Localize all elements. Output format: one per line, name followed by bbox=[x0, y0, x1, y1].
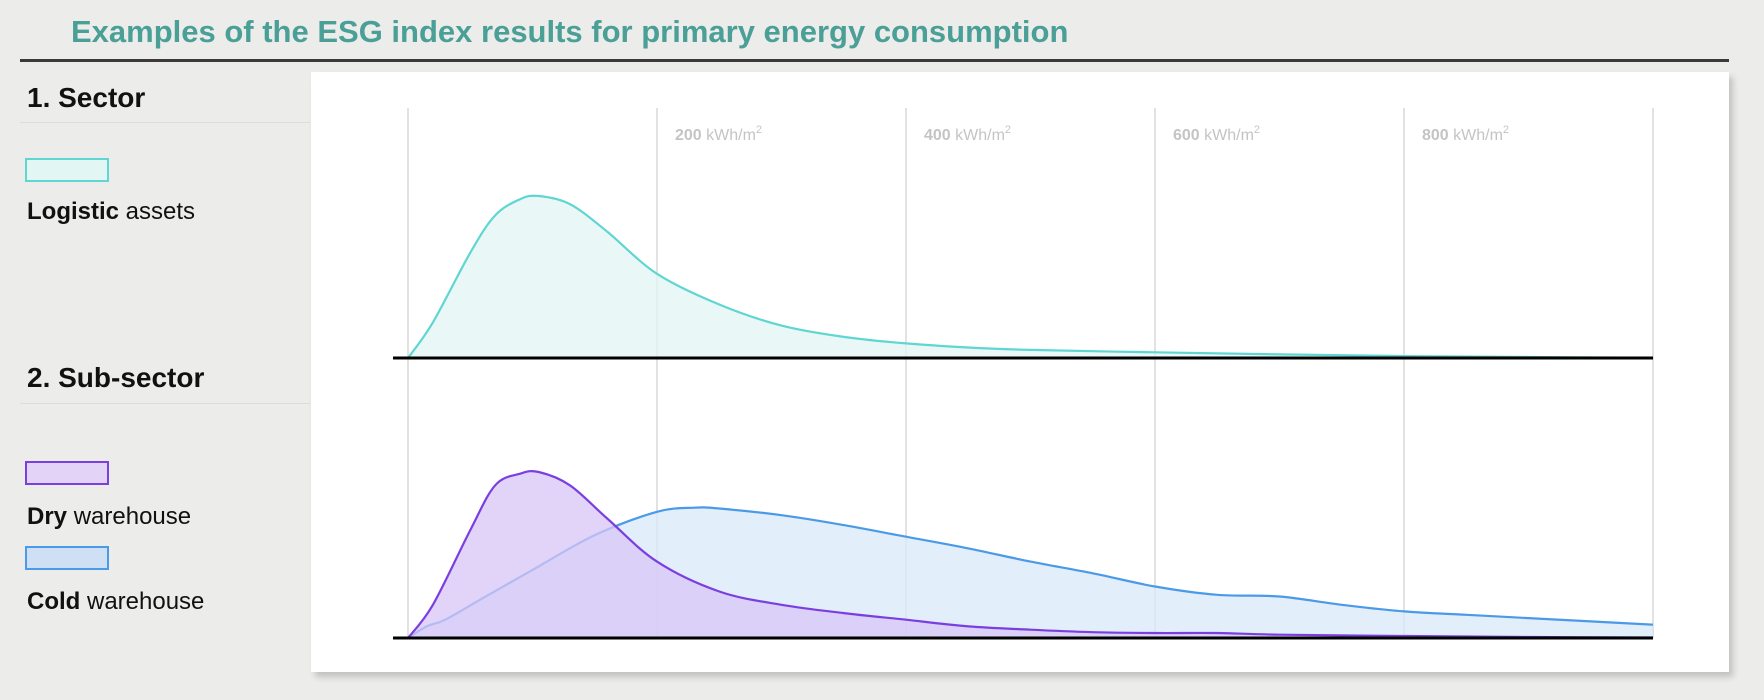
legend-swatch-logistic bbox=[25, 158, 109, 182]
title-divider bbox=[20, 59, 1729, 62]
page-title: Examples of the ESG index results for pr… bbox=[71, 14, 1069, 49]
legend-label-logistic: Logistic assets bbox=[27, 198, 195, 226]
legend-label-dry-warehouse: Dry warehouse bbox=[27, 503, 191, 531]
section-divider bbox=[20, 122, 310, 123]
section-divider bbox=[20, 403, 310, 404]
legend-swatch-dry-warehouse bbox=[25, 461, 109, 485]
legend-swatch-cold-warehouse bbox=[25, 546, 109, 570]
distribution-chart: 200 kWh/m2 400 kWh/m2 600 kWh/m2 800 kWh/m2 bbox=[393, 108, 1654, 640]
area-fill-dry-warehouse bbox=[408, 471, 1653, 638]
legend-label-rest: warehouse bbox=[67, 503, 192, 530]
series-line-logistic-assets bbox=[407, 194, 1654, 359]
x-tick-label: 600 kWh/m2 bbox=[1173, 124, 1260, 144]
x-tick-label: 400 kWh/m2 bbox=[924, 124, 1011, 144]
legend-label-bold: Cold bbox=[27, 588, 81, 615]
legend-label-rest: warehouse bbox=[80, 588, 205, 615]
chart-panel: 200 kWh/m2 400 kWh/m2 600 kWh/m2 800 kWh/m2 bbox=[311, 72, 1729, 672]
x-tick-label: 200 kWh/m2 bbox=[675, 124, 762, 144]
area-fill-logistic-assets bbox=[408, 195, 1653, 358]
legend-label-cold-warehouse: Cold warehouse bbox=[27, 588, 204, 616]
legend-label-rest: assets bbox=[119, 198, 196, 225]
legend-label-bold: Logistic bbox=[27, 198, 120, 225]
x-tick-label: 800 kWh/m2 bbox=[1422, 124, 1509, 144]
series-line-dry-warehouse bbox=[407, 469, 1654, 639]
section-heading-subsector: 2. Sub-sector bbox=[27, 362, 205, 393]
legend-label-bold: Dry bbox=[27, 503, 68, 530]
section-heading-sector: 1. Sector bbox=[27, 82, 146, 113]
